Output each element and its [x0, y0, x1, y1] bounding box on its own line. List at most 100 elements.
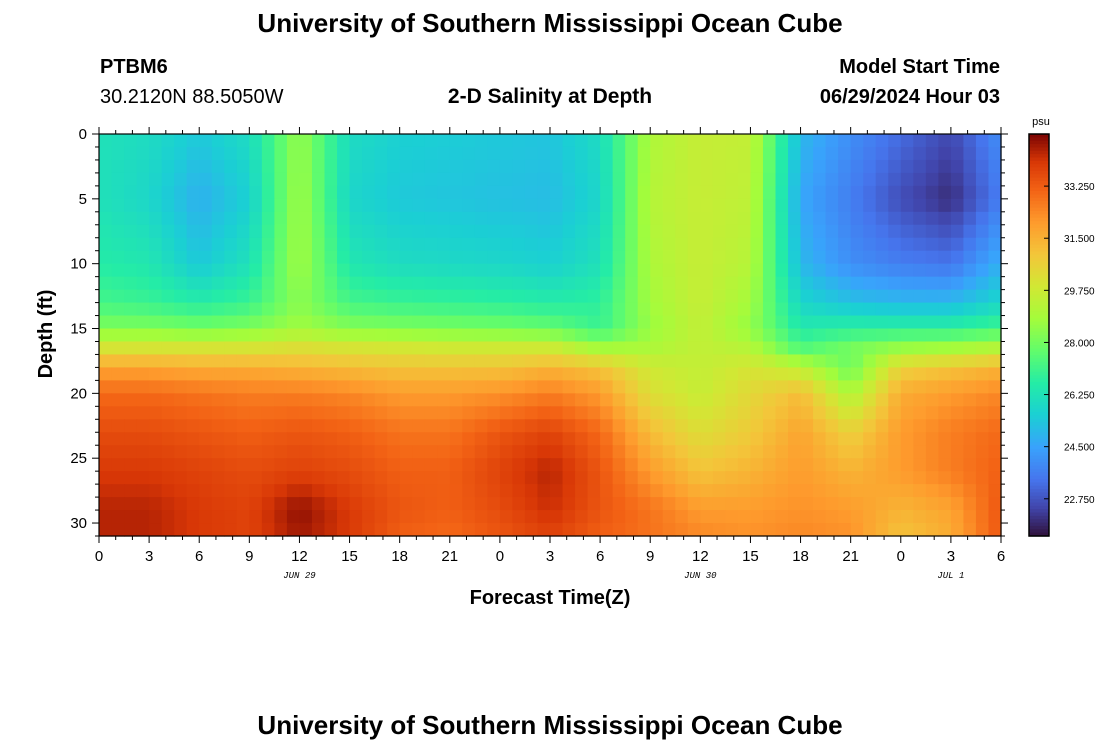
- heatmap-cell: [286, 328, 301, 343]
- heatmap-cell: [825, 146, 839, 161]
- heatmap-cell: [524, 367, 539, 381]
- heatmap-cell: [437, 432, 451, 446]
- heatmap-cell: [650, 315, 664, 330]
- heatmap-cell: [687, 224, 701, 239]
- heatmap-cell: [399, 406, 413, 420]
- colorbar-unit: psu: [1032, 116, 1050, 128]
- heatmap-cell: [662, 211, 676, 226]
- heatmap-cell: [950, 134, 965, 148]
- heatmap-cell: [149, 250, 163, 265]
- heatmap-cell: [311, 211, 326, 226]
- heatmap-cell: [299, 328, 313, 343]
- heatmap-cell: [888, 393, 902, 407]
- heatmap-cell: [788, 185, 802, 200]
- heatmap-cell: [950, 484, 965, 498]
- heatmap-cell: [575, 134, 589, 148]
- heatmap-cell: [900, 172, 914, 187]
- heatmap-cell: [337, 185, 351, 200]
- heatmap-cell: [550, 211, 564, 226]
- heatmap-cell: [587, 406, 601, 420]
- heatmap-cell: [387, 263, 401, 278]
- heatmap-cell: [299, 523, 313, 537]
- heatmap-cell: [575, 432, 589, 446]
- heatmap-cell: [800, 497, 814, 511]
- heatmap-cell: [362, 250, 376, 265]
- heatmap-cell: [975, 224, 990, 239]
- heatmap-cell: [111, 406, 125, 420]
- heatmap-cell: [274, 315, 288, 330]
- heatmap-cell: [587, 523, 601, 537]
- heatmap-cell: [537, 315, 551, 330]
- heatmap-cell: [612, 250, 626, 265]
- heatmap-cell: [950, 471, 965, 485]
- heatmap-cell: [111, 458, 125, 472]
- heatmap-cell: [550, 471, 564, 485]
- heatmap-cell: [136, 315, 150, 330]
- heatmap-cell: [437, 367, 451, 381]
- heatmap-cell: [311, 134, 326, 148]
- heatmap-cell: [537, 354, 551, 369]
- heatmap-cell: [186, 224, 200, 239]
- heatmap-cell: [324, 432, 338, 446]
- heatmap-cell: [913, 185, 927, 200]
- heatmap-cell: [925, 393, 939, 407]
- heatmap-cell: [236, 354, 250, 369]
- heatmap-cell: [737, 185, 752, 200]
- heatmap-cell: [537, 276, 551, 291]
- heatmap-cell: [424, 289, 438, 304]
- heatmap-cell: [725, 302, 739, 317]
- heatmap-cell: [449, 134, 463, 148]
- heatmap-cell: [562, 289, 576, 304]
- heatmap-cell: [963, 250, 977, 265]
- heatmap-cell: [236, 393, 250, 407]
- heatmap-cell: [311, 224, 326, 239]
- heatmap-cell: [399, 497, 413, 511]
- heatmap-cell: [875, 289, 889, 304]
- heatmap-cell: [737, 497, 752, 511]
- heatmap-cell: [650, 276, 664, 291]
- heatmap-cell: [850, 393, 864, 407]
- heatmap-cell: [487, 445, 501, 459]
- heatmap-cell: [236, 315, 250, 330]
- heatmap-cell: [224, 523, 238, 537]
- heatmap-cell: [136, 406, 150, 420]
- heatmap-cell: [875, 198, 889, 213]
- heatmap-cell: [762, 289, 777, 304]
- heatmap-cell: [324, 172, 338, 187]
- heatmap-cell: [311, 328, 326, 343]
- heatmap-cell: [875, 276, 889, 291]
- heatmap-cell: [938, 367, 952, 381]
- heatmap-cell: [888, 224, 902, 239]
- heatmap-cell: [161, 393, 175, 407]
- heatmap-cell: [700, 471, 714, 485]
- colorbar-segment: [1029, 435, 1049, 440]
- colorbar-segment: [1029, 187, 1049, 192]
- heatmap-cell: [875, 341, 889, 356]
- heatmap-cell: [900, 302, 914, 317]
- colorbar-segment: [1029, 489, 1049, 494]
- heatmap-cell: [675, 445, 689, 459]
- heatmap-cell: [437, 315, 451, 330]
- heatmap-cell: [449, 328, 463, 343]
- heatmap-cell: [349, 185, 363, 200]
- heatmap-cell: [888, 341, 902, 356]
- heatmap-cell: [737, 211, 752, 226]
- heatmap-cell: [600, 393, 614, 407]
- heatmap-cell: [875, 367, 889, 381]
- colorbar-segment: [1029, 452, 1049, 457]
- heatmap-cell: [224, 380, 238, 394]
- heatmap-cell: [550, 237, 564, 252]
- heatmap-cell: [512, 458, 526, 472]
- heatmap-cell: [925, 172, 939, 187]
- heatmap-cell: [236, 276, 250, 291]
- heatmap-cell: [286, 250, 301, 265]
- heatmap-cell: [362, 445, 376, 459]
- colorbar-segment: [1029, 418, 1049, 423]
- heatmap-cell: [324, 159, 338, 174]
- heatmap-cell: [562, 341, 576, 356]
- heatmap-cell: [850, 146, 864, 161]
- heatmap-cell: [249, 328, 263, 343]
- heatmap-cell: [725, 458, 739, 472]
- heatmap-cell: [875, 471, 889, 485]
- heatmap-cell: [612, 237, 626, 252]
